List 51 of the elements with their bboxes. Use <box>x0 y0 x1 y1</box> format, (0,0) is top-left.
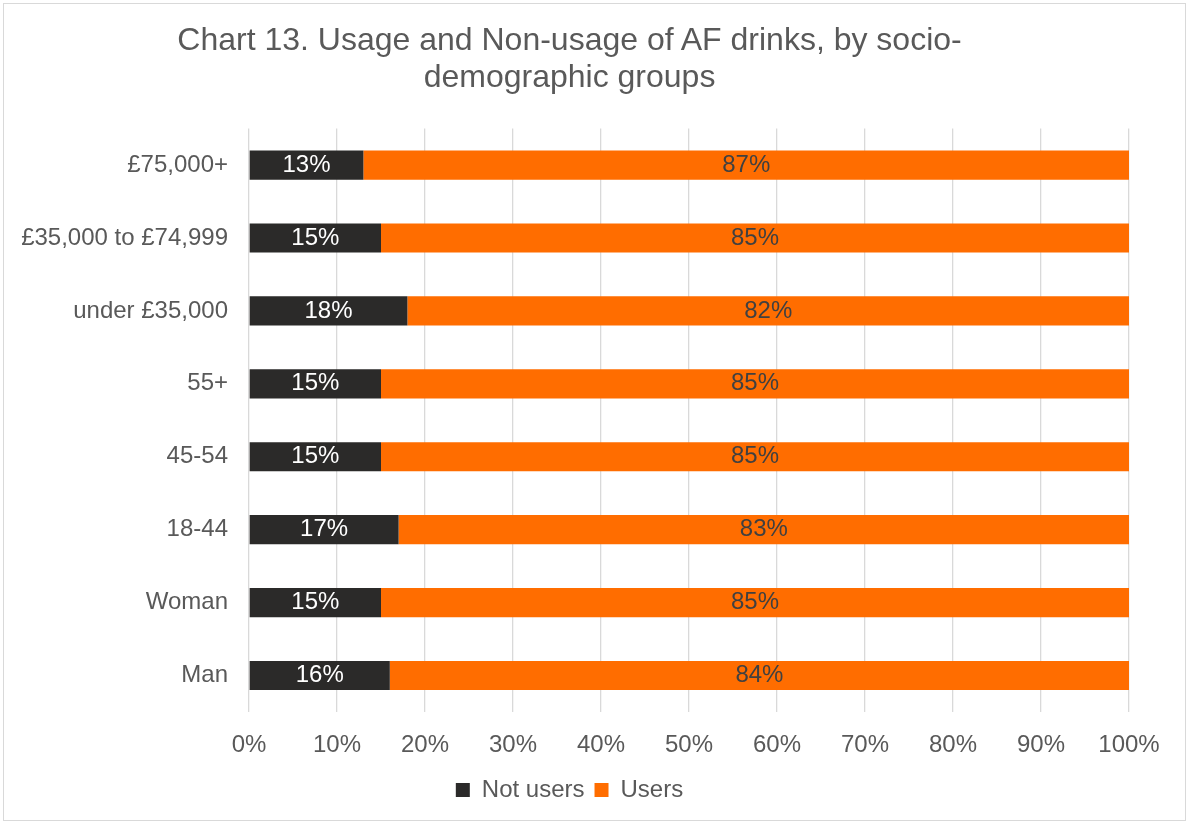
data-label: 18% <box>304 295 353 323</box>
y-tick-label: 45-54 <box>166 441 228 469</box>
bar <box>381 588 1129 618</box>
x-tick-label: 90% <box>1016 730 1066 758</box>
bar <box>249 660 390 691</box>
x-tick-label: 60% <box>752 730 802 758</box>
x-tick-label: 70% <box>840 730 890 758</box>
data-label: 82% <box>744 295 793 323</box>
y-tick-label: 55+ <box>187 368 228 396</box>
y-tick-label: Woman <box>145 587 228 615</box>
bar <box>381 223 1129 253</box>
bar <box>398 515 1129 545</box>
y-tick-label: 18-44 <box>166 514 228 542</box>
data-label: 85% <box>730 587 780 615</box>
bar <box>381 442 1129 472</box>
bar <box>389 660 1129 691</box>
x-tick-label: 10% <box>312 730 362 758</box>
bar <box>249 150 364 180</box>
data-label: 87% <box>722 149 771 177</box>
data-label: 85% <box>730 441 780 469</box>
bar <box>407 296 1129 326</box>
x-tick-label: 0% <box>231 730 267 758</box>
x-tick-label: 80% <box>928 730 978 758</box>
x-tick-label: 40% <box>576 730 626 758</box>
x-tick-label: 50% <box>664 730 714 758</box>
x-tick-label: 20% <box>400 730 450 758</box>
legend-label: Users <box>620 774 684 802</box>
bar <box>363 150 1129 180</box>
data-label: 13% <box>282 149 331 177</box>
data-label: 85% <box>730 222 780 250</box>
x-tick-label: 30% <box>488 730 538 758</box>
legend-label: Not users <box>481 774 585 802</box>
x-tick-label: 100% <box>1098 730 1160 758</box>
data-label: 16% <box>295 660 344 688</box>
data-label: 15% <box>291 441 340 469</box>
bar <box>381 369 1129 399</box>
y-tick-label: Man <box>181 660 228 688</box>
y-tick-label: £75,000+ <box>127 149 228 177</box>
data-label: 15% <box>291 587 340 615</box>
data-label: 84% <box>735 660 784 688</box>
chart-title: Chart 13. Usage and Non-usage of AF drinks, by socio-demographic groups <box>177 21 962 95</box>
bar <box>249 515 399 545</box>
bar <box>249 296 408 326</box>
data-label: 17% <box>300 514 349 542</box>
data-label: 85% <box>730 368 780 396</box>
data-label: 15% <box>291 222 340 250</box>
data-label: 83% <box>739 514 788 542</box>
data-label: 15% <box>291 368 340 396</box>
y-tick-label: under £35,000 <box>73 295 228 323</box>
bar <box>249 223 381 253</box>
y-tick-label: £35,000 to £74,999 <box>21 222 228 250</box>
